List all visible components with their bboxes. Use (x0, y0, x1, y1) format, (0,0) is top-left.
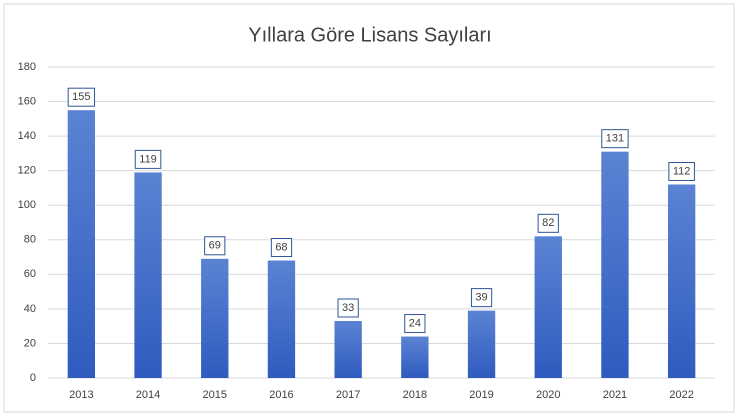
bar (134, 172, 162, 378)
y-tick-label: 160 (18, 95, 36, 107)
x-tick-label: 2019 (469, 389, 493, 401)
bar (267, 260, 296, 378)
bar (467, 310, 496, 378)
bar (534, 236, 562, 378)
x-tick-label: 2018 (403, 389, 427, 401)
data-label-box (134, 149, 162, 169)
x-tick-label: 2016 (269, 389, 293, 401)
y-tick-label: 0 (30, 372, 36, 384)
bar (401, 336, 429, 378)
data-label-box (337, 298, 359, 318)
data-label-box (404, 314, 426, 334)
data-label: 24 (409, 317, 421, 329)
x-tick-label: 2013 (69, 389, 93, 401)
bar (201, 258, 229, 378)
y-tick-label: 80 (24, 234, 36, 246)
data-label: 68 (275, 241, 287, 253)
data-label: 69 (209, 240, 221, 252)
data-label-box (601, 129, 629, 149)
bar (334, 320, 362, 378)
y-tick-label: 20 (24, 337, 36, 349)
data-label-box (67, 87, 96, 107)
data-label: 33 (342, 302, 354, 314)
bar (601, 151, 629, 378)
data-label: 119 (139, 153, 157, 165)
y-tick-label: 140 (18, 130, 36, 142)
y-tick-label: 60 (24, 268, 36, 280)
data-label-box (270, 238, 293, 258)
data-label: 131 (606, 133, 624, 145)
x-tick-label: 2021 (603, 389, 627, 401)
data-label: 155 (72, 91, 90, 103)
data-label: 112 (673, 165, 691, 177)
data-label: 39 (475, 292, 487, 304)
bar (67, 110, 96, 378)
data-label-box (204, 236, 226, 256)
chart-title: Yıllara Göre Lisans Sayıları (248, 24, 491, 46)
bar (667, 184, 696, 378)
data-label-box (537, 213, 559, 233)
x-tick-label: 2017 (336, 389, 360, 401)
x-tick-label: 2022 (669, 389, 693, 401)
y-tick-label: 40 (24, 303, 36, 315)
data-label: 82 (542, 217, 554, 229)
y-tick-label: 120 (18, 165, 36, 177)
data-label-box (668, 161, 695, 181)
data-label-box (470, 288, 493, 308)
y-tick-label: 100 (18, 199, 36, 211)
x-tick-label: 2014 (136, 389, 160, 401)
x-tick-label: 2015 (203, 389, 227, 401)
y-tick-label: 180 (18, 61, 36, 73)
x-tick-label: 2020 (536, 389, 560, 401)
